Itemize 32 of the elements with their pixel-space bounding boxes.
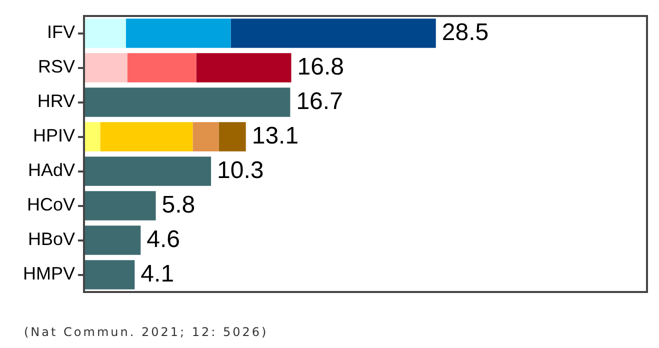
annotation: 5.8 [162, 191, 196, 218]
text: (Nat Commun. 2021; 12: 5026) [24, 325, 268, 339]
bar [84, 122, 100, 152]
bar [84, 191, 156, 220]
annotation: 4.6 [146, 226, 180, 253]
annotation: 16.7 [296, 88, 343, 115]
bar [127, 53, 196, 82]
y-tick-label: HCoV [26, 194, 76, 215]
y-tick-label: HBoV [28, 229, 76, 250]
y-tick-label: HAdV [28, 160, 76, 180]
bar [126, 18, 231, 48]
annotation: 4.1 [140, 260, 174, 288]
y-tick-label: RSV [38, 56, 76, 77]
bar [84, 156, 212, 186]
annotation: 13.1 [252, 122, 299, 150]
bar [230, 18, 436, 48]
annotation: 10.3 [217, 156, 264, 184]
annotation: 16.8 [297, 53, 344, 80]
bar [84, 260, 135, 290]
bar [84, 226, 141, 255]
annotation: 28.5 [442, 18, 489, 46]
bar [196, 53, 292, 82]
bar [84, 88, 290, 117]
y-tick-label: HMPV [22, 264, 76, 284]
y-tick-label: IFV [46, 22, 76, 42]
bar [84, 53, 128, 82]
bar [84, 18, 126, 48]
bar [192, 122, 219, 152]
y-tick-label: HRV [37, 91, 76, 112]
bar [100, 122, 193, 152]
y-tick-label: HPIV [32, 126, 76, 146]
bar [218, 122, 246, 152]
